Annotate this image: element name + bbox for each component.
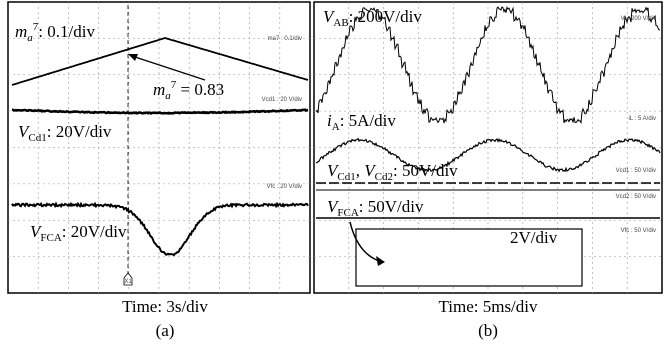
time-b: Time: 5ms/div (438, 297, 538, 316)
sub: AB (333, 17, 348, 29)
text: : 20V/div (47, 122, 112, 141)
sub: Cd2 (375, 171, 393, 183)
caption-b: (b) (478, 321, 498, 340)
caption-a: (a) (156, 321, 175, 340)
cursor-label: X1 (124, 279, 132, 285)
scope-label: Vcd1 : 50 V/div (616, 168, 656, 174)
scope-label: Vl : 200 V/div (621, 16, 656, 22)
sub: FCA (40, 232, 61, 244)
mid: , (356, 161, 365, 180)
scope-label: Vfc : 50 V/div (621, 228, 656, 234)
sub: a (27, 32, 33, 44)
sub: A (332, 121, 340, 133)
scope-label: Vcd2 : 50 V/div (616, 194, 656, 200)
text: : 200V/div (349, 7, 423, 26)
text: : 20V/div (62, 222, 127, 241)
scope-label: Vcd1 : 20 V/div (262, 97, 302, 103)
sym: m (153, 80, 165, 99)
text: : 50V/div (393, 161, 458, 180)
text: : 0.1/div (38, 22, 95, 41)
sub: a (165, 90, 171, 102)
text: = 0.83 (176, 80, 224, 99)
time-a: Time: 3s/div (122, 297, 208, 316)
scope-label: iL : 5 A/div (629, 116, 656, 122)
sub: Cd1 (337, 171, 355, 183)
ma-value: ma7 = 0.83 (153, 79, 224, 102)
inset-label: 2V/div (510, 228, 558, 247)
sym: m (15, 22, 27, 41)
sub: FCA (337, 207, 358, 219)
sub: Cd1 (28, 132, 46, 144)
ma-label: ma7: 0.1/div (15, 21, 95, 44)
text: : 5A/div (340, 111, 397, 130)
scope-label: Vfc : 20 V/div (267, 184, 302, 190)
scope-label: ma7 : 0.1/div (268, 36, 302, 42)
text: : 50V/div (359, 197, 424, 216)
figure: X1 ma7: 0.1/div ma7 = 0.83 VCd1: 20V/div… (0, 0, 664, 347)
